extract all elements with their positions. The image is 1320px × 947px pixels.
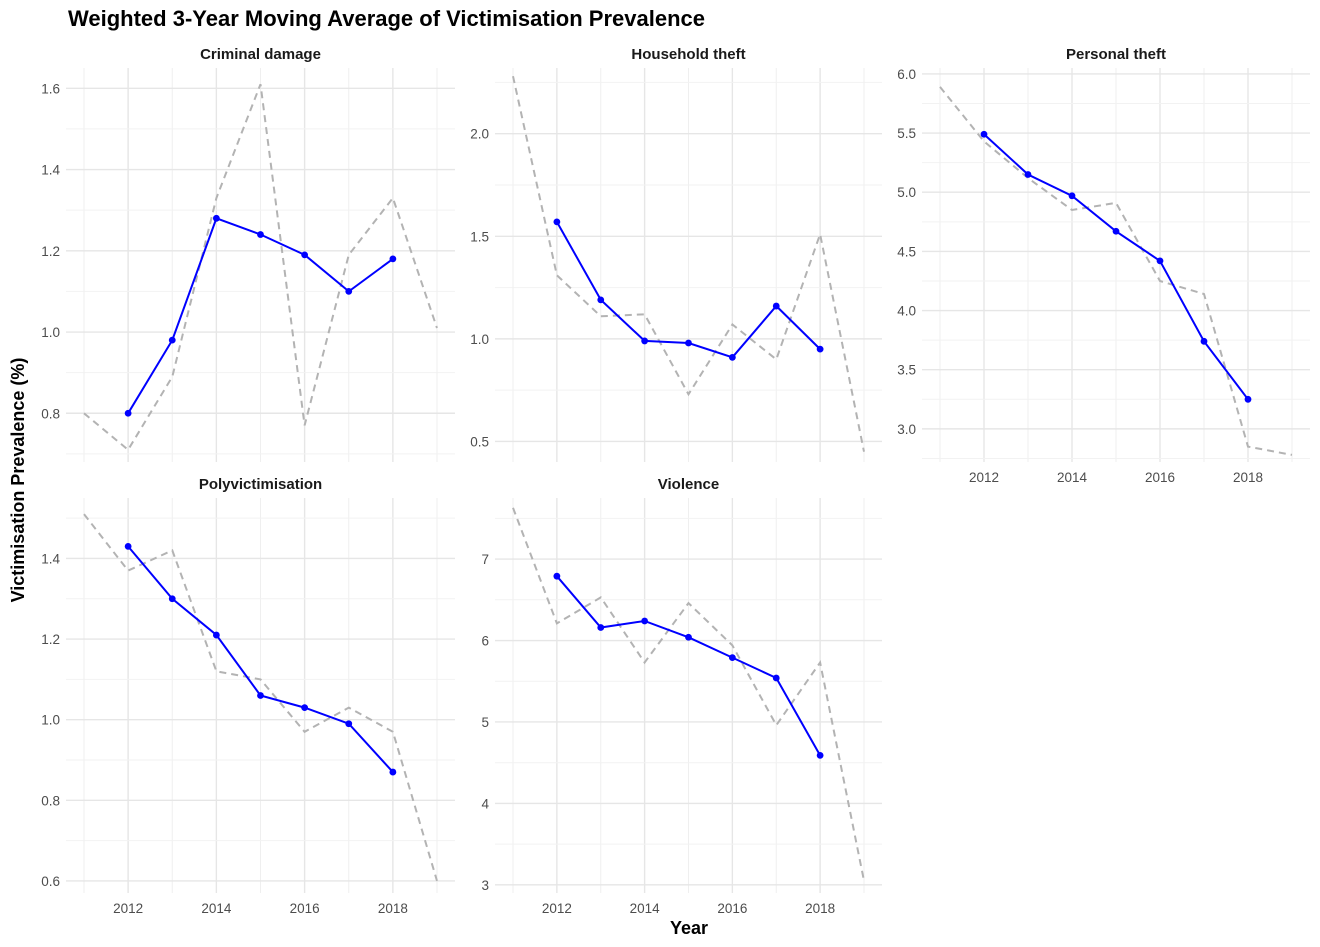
moving-average-point <box>553 218 561 226</box>
y-axis-title: Victimisation Prevalence (%) <box>8 358 28 603</box>
panels: Criminal damage 0.8 1.0 1.2 1.4 1.6 Household … <box>41 46 1310 916</box>
moving-average-point <box>212 214 220 222</box>
moving-average-point <box>257 231 264 238</box>
x-tick-label: 2014 <box>201 901 232 916</box>
moving-average-point <box>1156 257 1164 265</box>
moving-average-point <box>772 674 780 682</box>
moving-average-point <box>301 704 309 711</box>
y-tick-label: 1.2 <box>41 244 60 259</box>
moving-average-point <box>301 251 309 259</box>
annual-series-line <box>939 86 1293 456</box>
moving-average-point <box>728 654 736 662</box>
moving-average-point <box>1200 337 1208 345</box>
y-tick-label: 6.0 <box>897 67 916 82</box>
y-tick-label: 0.5 <box>470 434 489 449</box>
annual-series-line <box>512 75 865 452</box>
moving-average-point <box>345 288 353 295</box>
moving-average-point <box>772 302 780 310</box>
y-tick-label: 1.5 <box>470 229 489 244</box>
moving-average-point <box>1112 227 1120 235</box>
y-tick-label: 3 <box>481 878 489 893</box>
moving-average-point <box>685 633 692 641</box>
x-tick-label: 2016 <box>1145 470 1175 485</box>
moving-average-point <box>816 751 824 759</box>
y-tick-label: 5.5 <box>897 126 916 141</box>
panel-title: Household theft <box>631 46 745 63</box>
moving-average-point <box>212 631 220 639</box>
x-tick-label: 2018 <box>378 901 408 916</box>
y-tick-label: 3.0 <box>897 422 916 437</box>
y-tick-label: 1.4 <box>41 551 60 566</box>
x-tick-label: 2018 <box>805 901 835 916</box>
x-tick-label: 2012 <box>542 901 572 916</box>
y-tick-label: 1.0 <box>41 713 60 728</box>
panel-criminal-damage: Criminal damage 0.8 1.0 1.2 1.4 1.6 <box>41 46 455 462</box>
y-tick-label: 1.6 <box>41 81 60 96</box>
y-tick-label: 5.0 <box>897 185 916 200</box>
moving-average-point <box>257 692 264 699</box>
x-tick-label: 2014 <box>630 901 661 916</box>
moving-average-point <box>728 353 736 361</box>
moving-average-point <box>168 595 176 603</box>
annual-series-line <box>512 507 865 881</box>
y-tick-label: 0.8 <box>41 793 60 808</box>
moving-average-point <box>1244 395 1252 403</box>
moving-average-point <box>124 542 132 550</box>
y-tick-label: 0.6 <box>41 874 60 889</box>
panel-household-theft: Household theft 0.5 1.0 1.5 2.0 <box>470 46 882 462</box>
panel-title: Criminal damage <box>200 46 321 63</box>
y-tick-label: 3.5 <box>897 363 916 378</box>
y-tick-label: 2.0 <box>470 127 489 142</box>
x-tick-label: 2012 <box>113 901 143 916</box>
x-tick-label: 2016 <box>290 901 320 916</box>
moving-average-point <box>980 130 988 138</box>
chart-title: Weighted 3-Year Moving Average of Victim… <box>68 6 705 31</box>
y-tick-label: 4 <box>481 796 489 811</box>
y-tick-label: 4.5 <box>897 244 916 259</box>
y-tick-label: 0.8 <box>41 406 60 421</box>
moving-average-point <box>816 345 824 353</box>
panel-title: Personal theft <box>1066 46 1166 63</box>
y-tick-label: 5 <box>481 715 489 730</box>
moving-average-point <box>641 617 649 625</box>
x-axis-title: Year <box>670 918 708 938</box>
y-tick-label: 1.2 <box>41 632 60 647</box>
y-tick-label: 6 <box>481 634 489 649</box>
moving-average-point <box>597 296 605 304</box>
y-tick-label: 1.0 <box>470 332 489 347</box>
panel-personal-theft: Personal theft 3.0 3.5 4.0 4.5 5.0 5.5 6.0 2012 2… <box>897 46 1310 485</box>
moving-average-point <box>685 339 692 347</box>
moving-average-point <box>1068 192 1076 200</box>
moving-average-point <box>597 624 605 631</box>
y-tick-label: 4.0 <box>897 304 916 319</box>
x-tick-label: 2018 <box>1233 470 1263 485</box>
x-tick-label: 2016 <box>717 901 747 916</box>
y-tick-label: 1.4 <box>41 163 60 178</box>
moving-average-point <box>345 720 353 728</box>
moving-average-point <box>168 336 176 344</box>
panel-violence: Violence 3 4 5 6 7 2012 2014 2016 2018 <box>481 476 882 916</box>
panel-title: Violence <box>658 476 719 493</box>
annual-series-line <box>83 83 438 452</box>
moving-average-point <box>641 337 649 345</box>
panel-polyvictimisation: Polyvictimisation 0.6 0.8 1.0 1.2 1.4 2012 2014… <box>41 476 455 916</box>
y-tick-label: 1.0 <box>41 325 60 340</box>
y-tick-label: 7 <box>481 552 489 567</box>
moving-average-point <box>1024 171 1032 178</box>
moving-average-point <box>124 409 132 417</box>
panel-title: Polyvictimisation <box>199 476 322 493</box>
moving-average-point <box>553 572 561 580</box>
x-tick-label: 2012 <box>969 470 999 485</box>
moving-average-point <box>389 768 397 776</box>
x-tick-label: 2014 <box>1057 470 1088 485</box>
moving-average-point <box>389 255 397 263</box>
